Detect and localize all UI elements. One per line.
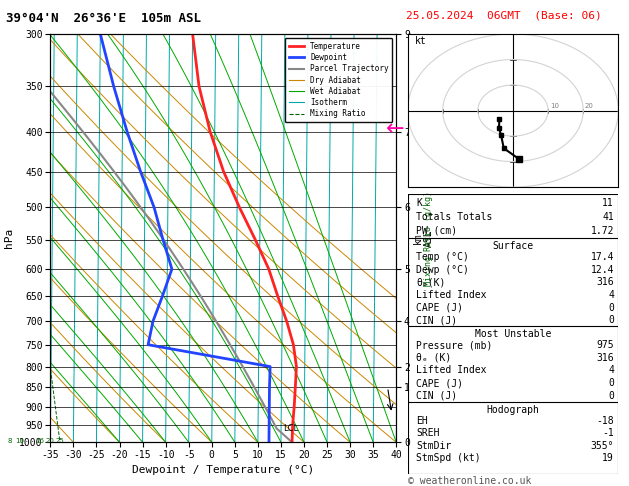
- X-axis label: Dewpoint / Temperature (°C): Dewpoint / Temperature (°C): [132, 466, 314, 475]
- Text: 11: 11: [603, 198, 614, 208]
- Text: θₑ (K): θₑ (K): [416, 353, 451, 363]
- Text: 20: 20: [585, 103, 594, 109]
- Text: 41: 41: [603, 212, 614, 222]
- Text: 0: 0: [608, 303, 614, 312]
- Text: 16: 16: [35, 438, 45, 444]
- Text: 8: 8: [8, 438, 12, 444]
- Text: LCL: LCL: [284, 424, 299, 433]
- Text: 19: 19: [603, 453, 614, 464]
- Legend: Temperature, Dewpoint, Parcel Trajectory, Dry Adiabat, Wet Adiabat, Isotherm, Mi: Temperature, Dewpoint, Parcel Trajectory…: [285, 38, 392, 122]
- Text: PW (cm): PW (cm): [416, 226, 457, 236]
- Text: 0: 0: [608, 378, 614, 388]
- Text: 12.4: 12.4: [591, 265, 614, 275]
- Text: 10: 10: [550, 103, 559, 109]
- Text: CIN (J): CIN (J): [416, 315, 457, 325]
- Text: -1: -1: [603, 428, 614, 438]
- Text: CAPE (J): CAPE (J): [416, 303, 463, 312]
- Text: kt: kt: [415, 36, 426, 46]
- Text: 4: 4: [608, 365, 614, 376]
- Text: 316: 316: [596, 353, 614, 363]
- Text: Totals Totals: Totals Totals: [416, 212, 493, 222]
- Text: Temp (°C): Temp (°C): [416, 252, 469, 262]
- Text: StmDir: StmDir: [416, 441, 451, 451]
- Text: Most Unstable: Most Unstable: [475, 329, 551, 339]
- Y-axis label: hPa: hPa: [4, 228, 14, 248]
- Text: Mixing Ratio (g/kg): Mixing Ratio (g/kg): [424, 191, 433, 286]
- Text: 355°: 355°: [591, 441, 614, 451]
- Text: Pressure (mb): Pressure (mb): [416, 340, 493, 350]
- Text: ←: ←: [386, 119, 404, 139]
- Text: -18: -18: [596, 416, 614, 426]
- Text: © weatheronline.co.uk: © weatheronline.co.uk: [408, 476, 531, 486]
- Text: θₑ(K): θₑ(K): [416, 278, 445, 287]
- Text: 0: 0: [608, 315, 614, 325]
- Text: 1.72: 1.72: [591, 226, 614, 236]
- Text: Dewp (°C): Dewp (°C): [416, 265, 469, 275]
- Text: 4: 4: [608, 290, 614, 300]
- Text: 25: 25: [55, 438, 64, 444]
- Text: 20: 20: [45, 438, 54, 444]
- Text: Hodograph: Hodograph: [486, 404, 540, 415]
- Text: Surface: Surface: [493, 241, 533, 251]
- Text: EH: EH: [416, 416, 428, 426]
- Text: 39°04'N  26°36'E  105m ASL: 39°04'N 26°36'E 105m ASL: [6, 12, 201, 25]
- Text: CIN (J): CIN (J): [416, 391, 457, 400]
- Text: K: K: [416, 198, 422, 208]
- Text: 10: 10: [15, 438, 24, 444]
- Text: Lifted Index: Lifted Index: [416, 365, 486, 376]
- Text: SREH: SREH: [416, 428, 440, 438]
- Text: 17.4: 17.4: [591, 252, 614, 262]
- Text: CAPE (J): CAPE (J): [416, 378, 463, 388]
- Text: 25.05.2024  06GMT  (Base: 06): 25.05.2024 06GMT (Base: 06): [406, 11, 601, 20]
- Text: StmSpd (kt): StmSpd (kt): [416, 453, 481, 464]
- Text: 316: 316: [596, 278, 614, 287]
- Text: 975: 975: [596, 340, 614, 350]
- Text: Lifted Index: Lifted Index: [416, 290, 486, 300]
- Y-axis label: km
ASL: km ASL: [413, 229, 434, 247]
- Text: 0: 0: [608, 391, 614, 400]
